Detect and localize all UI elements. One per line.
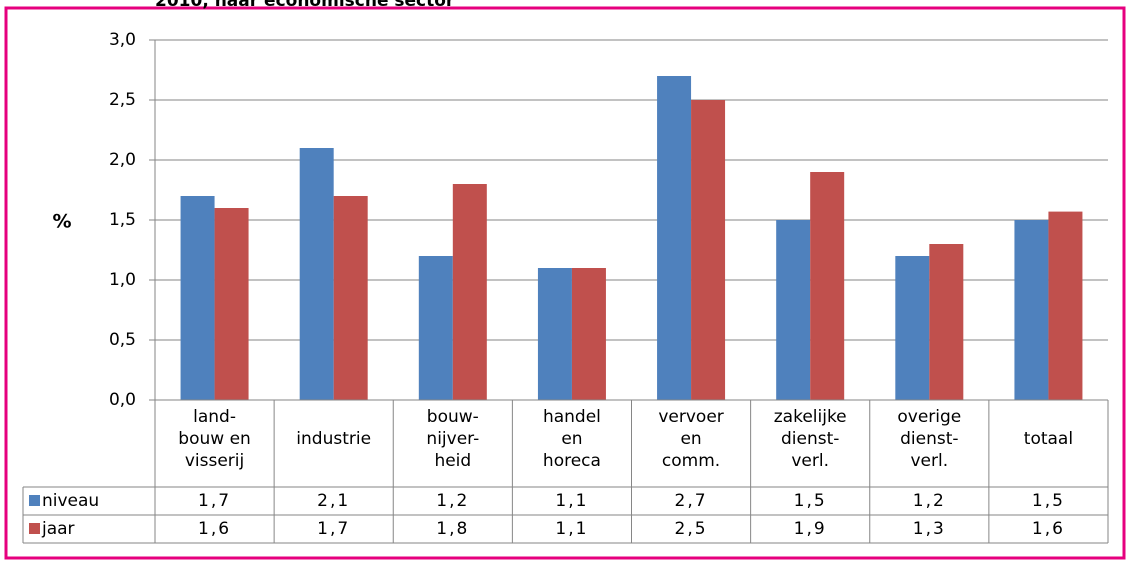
x-tick-label: industrie: [296, 428, 372, 449]
data-label: 1,1: [555, 491, 588, 511]
data-label: 1,2: [436, 491, 469, 511]
y-tick-label: 1,0: [109, 270, 136, 290]
data-label: 1,6: [1032, 519, 1065, 539]
y-tick-label: 3,0: [109, 30, 136, 50]
bar: [895, 256, 930, 400]
bar: [452, 184, 487, 400]
data-label: 1,7: [317, 519, 350, 539]
y-tick-label: 0,0: [109, 390, 136, 410]
data-label: 1,2: [913, 491, 946, 511]
legend-label: niveau: [42, 491, 99, 511]
data-label: 1,3: [913, 519, 946, 539]
data-label: 1,6: [198, 519, 231, 539]
x-tick-label: overige dienst- verl.: [897, 406, 962, 471]
bar: [537, 268, 572, 400]
bar: [418, 256, 453, 400]
bar: [691, 100, 726, 400]
bar: [214, 208, 249, 400]
chart-title: 2010, naar economische sector: [155, 0, 455, 11]
data-label: 1,5: [794, 491, 827, 511]
bar: [929, 244, 964, 400]
data-label: 1,9: [794, 519, 827, 539]
frame: [4, 6, 1126, 560]
legend-swatch: [29, 495, 40, 506]
x-tick-label: bouw- nijver- heid: [426, 406, 480, 471]
bar: [1014, 220, 1049, 400]
bar: [657, 76, 692, 400]
bar: [1048, 211, 1083, 400]
y-tick-label: 2,5: [109, 90, 136, 110]
bar: [180, 196, 215, 400]
y-tick-label: 2,0: [109, 150, 136, 170]
bar: [571, 268, 606, 400]
legend-swatch: [29, 523, 40, 534]
x-tick-label: totaal: [1023, 428, 1074, 449]
data-label: 2,1: [317, 491, 350, 511]
data-label: 1,7: [198, 491, 231, 511]
data-label: 2,5: [675, 519, 708, 539]
x-tick-label: handel en horeca: [542, 406, 601, 471]
x-tick-label: zakelijke dienst- verl.: [773, 406, 847, 471]
legend-label: jaar: [41, 519, 75, 539]
data-label: 1,5: [1032, 491, 1065, 511]
x-tick-label: vervoer en comm.: [658, 406, 724, 471]
data-label: 2,7: [675, 491, 708, 511]
y-axis-label: %: [52, 211, 71, 233]
bar: [776, 220, 811, 400]
y-tick-label: 0,5: [109, 330, 136, 350]
x-tick-label: land- bouw en visserij: [178, 406, 251, 471]
y-tick-label: 1,5: [109, 210, 136, 230]
data-label: 1,1: [555, 519, 588, 539]
bar: [333, 196, 368, 400]
bar: [299, 148, 334, 400]
data-label: 1,8: [436, 519, 469, 539]
bar: [810, 172, 845, 400]
